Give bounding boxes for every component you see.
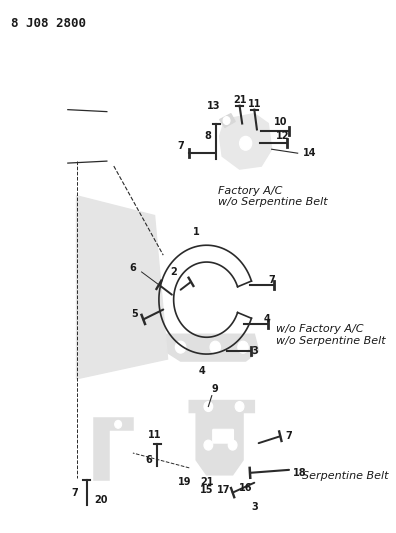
Circle shape bbox=[197, 239, 208, 251]
Text: 10: 10 bbox=[274, 117, 287, 126]
Text: 20: 20 bbox=[94, 495, 108, 505]
Text: 7: 7 bbox=[286, 431, 292, 441]
Text: 4: 4 bbox=[264, 314, 271, 325]
Polygon shape bbox=[94, 418, 133, 480]
Polygon shape bbox=[220, 114, 272, 169]
Text: 3: 3 bbox=[251, 503, 258, 512]
Text: 13: 13 bbox=[207, 101, 220, 111]
Text: 7: 7 bbox=[268, 275, 275, 285]
Circle shape bbox=[210, 341, 221, 353]
Circle shape bbox=[223, 117, 230, 125]
Text: 2: 2 bbox=[170, 267, 177, 277]
Text: 5: 5 bbox=[131, 310, 138, 319]
Text: 11: 11 bbox=[248, 99, 261, 109]
Polygon shape bbox=[189, 401, 254, 475]
Text: 1: 1 bbox=[193, 228, 200, 237]
Text: 3: 3 bbox=[251, 346, 258, 356]
Circle shape bbox=[238, 341, 248, 353]
Text: 7: 7 bbox=[177, 141, 184, 151]
Circle shape bbox=[235, 401, 244, 411]
Polygon shape bbox=[220, 114, 235, 127]
Text: 16: 16 bbox=[239, 483, 252, 492]
Text: 8: 8 bbox=[204, 131, 211, 141]
Polygon shape bbox=[76, 196, 168, 379]
Text: 15: 15 bbox=[200, 484, 213, 495]
Text: 9: 9 bbox=[212, 384, 219, 394]
Text: 21: 21 bbox=[200, 477, 213, 487]
Text: 19: 19 bbox=[178, 477, 192, 487]
Circle shape bbox=[204, 440, 213, 450]
Polygon shape bbox=[159, 334, 259, 361]
Circle shape bbox=[115, 421, 122, 429]
Text: 7: 7 bbox=[71, 488, 78, 498]
Text: 6: 6 bbox=[145, 455, 152, 465]
Circle shape bbox=[228, 440, 237, 450]
Text: 18: 18 bbox=[293, 468, 307, 478]
Circle shape bbox=[175, 341, 186, 353]
Text: w/o Factory A/C
w/o Serpentine Belt: w/o Factory A/C w/o Serpentine Belt bbox=[276, 325, 386, 346]
Text: 6: 6 bbox=[129, 263, 136, 273]
Text: 4: 4 bbox=[199, 366, 206, 376]
Circle shape bbox=[204, 401, 213, 411]
Text: Serpentine Belt: Serpentine Belt bbox=[302, 471, 388, 481]
Text: 14: 14 bbox=[303, 148, 316, 158]
Text: 21: 21 bbox=[233, 95, 246, 105]
Text: 8 J08 2800: 8 J08 2800 bbox=[11, 17, 86, 30]
Circle shape bbox=[240, 136, 252, 150]
Text: Factory A/C
w/o Serpentine Belt: Factory A/C w/o Serpentine Belt bbox=[218, 186, 327, 207]
Text: 17: 17 bbox=[217, 484, 231, 495]
Text: 12: 12 bbox=[276, 131, 290, 141]
FancyBboxPatch shape bbox=[213, 429, 234, 443]
Text: 11: 11 bbox=[148, 430, 161, 440]
